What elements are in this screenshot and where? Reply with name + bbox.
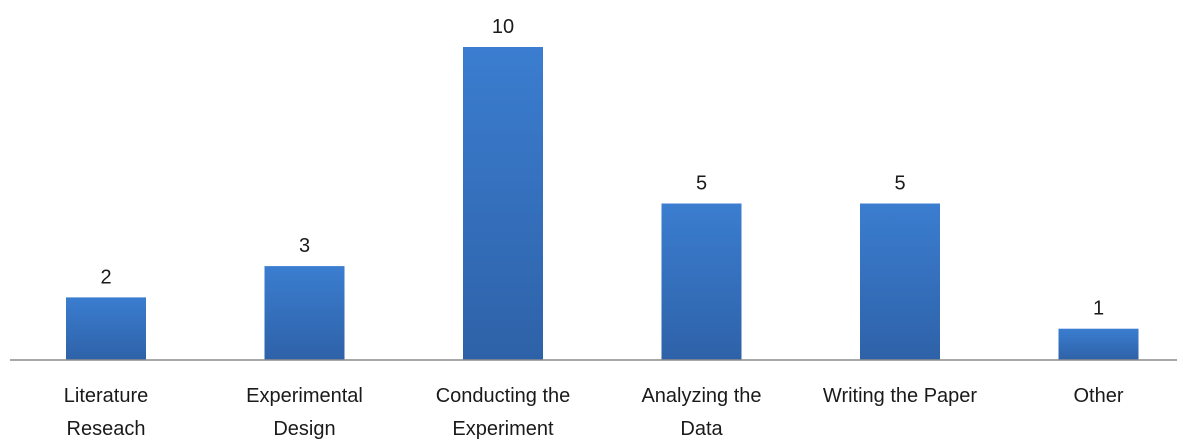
category-label-2: Conducting the Experiment bbox=[436, 385, 571, 440]
category-label-4: Writing the Paper bbox=[823, 385, 977, 407]
category-label-0: Literature Reseach bbox=[64, 385, 149, 440]
category-label-line: Analyzing the bbox=[641, 385, 761, 407]
data-label-0: 2 bbox=[100, 266, 111, 288]
category-label-1: Experimental Design bbox=[246, 385, 363, 440]
data-label-2: 10 bbox=[492, 16, 514, 38]
category-label-5: Other bbox=[1073, 385, 1123, 407]
data-label-1: 3 bbox=[299, 235, 310, 257]
category-label-line: Design bbox=[273, 418, 335, 440]
category-label-line: Experiment bbox=[452, 418, 554, 440]
category-label-3: Analyzing the Data bbox=[641, 385, 761, 440]
bar-5 bbox=[1058, 328, 1139, 360]
labels-group: 2 Literature Reseach 3 Experimental Design 10 C… bbox=[64, 16, 1124, 440]
data-label-3: 5 bbox=[696, 173, 707, 195]
bar-4 bbox=[860, 203, 940, 360]
category-label-line: Conducting the bbox=[436, 385, 571, 407]
data-label-4: 5 bbox=[894, 173, 905, 195]
bars-group bbox=[66, 47, 1139, 360]
category-label-line: Data bbox=[680, 418, 723, 440]
category-label-line: Reseach bbox=[67, 418, 146, 440]
category-label-line: Writing the Paper bbox=[823, 385, 977, 407]
bar-2 bbox=[463, 47, 543, 360]
category-label-line: Experimental bbox=[246, 385, 363, 407]
category-label-line: Literature bbox=[64, 385, 149, 407]
bar-0 bbox=[66, 297, 146, 360]
data-label-5: 1 bbox=[1093, 298, 1104, 320]
bar-3 bbox=[661, 203, 742, 360]
bar-1 bbox=[264, 266, 345, 360]
category-label-line: Other bbox=[1073, 385, 1123, 407]
